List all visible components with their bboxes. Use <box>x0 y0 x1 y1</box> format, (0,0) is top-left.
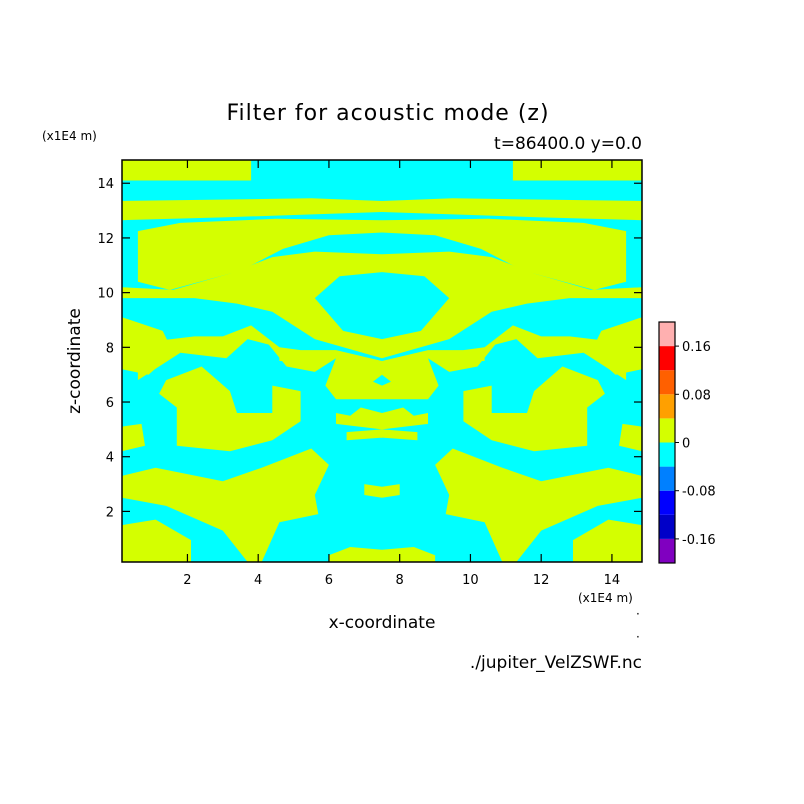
colorbar-tick-label: 0.08 <box>682 388 711 403</box>
colorbar-tick-label: 0 <box>682 437 690 452</box>
colorbar-segment-8 <box>659 346 675 371</box>
colorbar-tick-label: 0.16 <box>682 340 711 355</box>
positive-region-right-10 <box>382 407 428 430</box>
positive-region-right-11 <box>382 429 418 441</box>
colorbar-segment-0 <box>659 538 675 563</box>
colorbar-segment-6 <box>659 394 675 419</box>
positive-region-left-7 <box>122 423 145 452</box>
positive-region-right-5 <box>382 325 627 400</box>
positive-region-left-5 <box>137 325 382 400</box>
positive-region-right-0 <box>512 160 642 181</box>
colorbar-segment-2 <box>659 490 675 515</box>
y-tick-label: 4 <box>106 451 114 466</box>
chart-subtitle: t=86400.0 y=0.0 <box>494 134 642 154</box>
y-axis: 2 4 6 8 10 12 14 <box>97 177 642 520</box>
x-tick-label: 12 <box>533 573 550 588</box>
positive-region-left-1 <box>122 198 382 221</box>
positive-region-right-6 <box>463 366 605 452</box>
plot-frame <box>121 159 643 563</box>
positive-regions <box>122 160 642 562</box>
y-tick-label: 14 <box>97 177 114 192</box>
positive-region-left-2 <box>137 218 382 290</box>
x-tick-label: 2 <box>183 573 191 588</box>
positive-region-left-0 <box>122 160 252 181</box>
positive-region-right-7 <box>619 423 642 452</box>
positive-region-left-12 <box>364 484 382 498</box>
colorbar-segment-7 <box>659 370 675 395</box>
plot-area <box>121 159 643 563</box>
positive-region-right-12 <box>382 484 400 498</box>
colorbar: 0.16 0.08 0 -0.08 -0.16 <box>658 321 716 564</box>
positive-region-right-14 <box>463 355 485 361</box>
positive-region-right-3 <box>382 251 642 359</box>
y-tick-label: 8 <box>106 341 114 356</box>
colorbar-segment-9 <box>659 322 675 347</box>
positive-region-left-8 <box>122 448 329 562</box>
y-tick-label: 2 <box>106 505 114 520</box>
positive-region-left-10 <box>336 407 382 430</box>
colorbar-segment-4 <box>659 442 675 467</box>
x-tick-label: 6 <box>325 573 333 588</box>
x-axis-unit-label: (x1E4 m) <box>578 591 633 605</box>
positive-region-right-13 <box>382 547 436 562</box>
marker-dot-1: · <box>636 607 640 621</box>
positive-region-right-1 <box>382 198 642 221</box>
colorbar-segment-3 <box>659 466 675 491</box>
positive-region-right-2 <box>382 218 627 290</box>
x-tick-label: 4 <box>254 573 262 588</box>
colorbar-tick-label: -0.08 <box>682 485 716 500</box>
y-axis-unit-label: (x1E4 m) <box>42 129 97 143</box>
chart-title: Filter for acoustic mode (z) <box>226 101 549 126</box>
x-axis-label: x-coordinate <box>329 613 436 633</box>
colorbar-segment-1 <box>659 514 675 539</box>
y-tick-label: 6 <box>106 396 114 411</box>
positive-region-left-6 <box>159 366 301 452</box>
y-axis-label: z-coordinate <box>65 308 85 414</box>
y-tick-label: 10 <box>97 287 114 302</box>
positive-region-left-11 <box>346 429 382 441</box>
x-tick-label: 14 <box>604 573 621 588</box>
colorbar-segment-5 <box>659 418 675 443</box>
source-file-label: ./jupiter_VelZSWF.nc <box>470 653 642 673</box>
y-tick-label: 12 <box>97 232 114 247</box>
positive-region-left-14 <box>279 355 301 361</box>
x-tick-label: 8 <box>396 573 404 588</box>
marker-dot-2: · <box>636 630 640 644</box>
positive-region-left-9 <box>122 519 191 562</box>
colorbar-tick-label: -0.16 <box>682 533 716 548</box>
x-tick-label: 10 <box>462 573 479 588</box>
x-axis: 2 4 6 8 10 12 14 <box>183 160 620 588</box>
positive-region-right-8 <box>435 448 642 562</box>
positive-region-left-3 <box>122 251 382 359</box>
positive-region-left-13 <box>328 547 382 562</box>
positive-region-right-9 <box>573 519 642 562</box>
